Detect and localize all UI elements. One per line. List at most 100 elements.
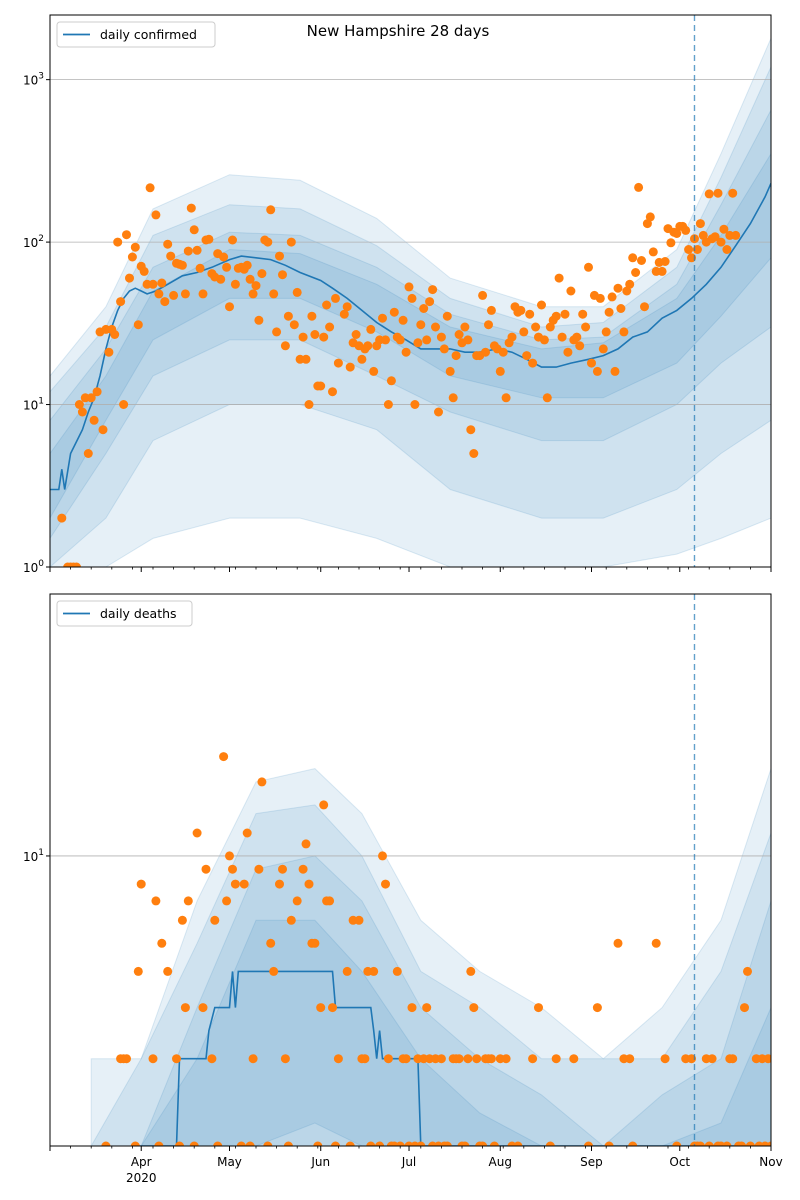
panel-2-observed-point xyxy=(366,1141,376,1146)
panel-2-observed-point xyxy=(613,938,623,948)
panel-1-observed-point xyxy=(251,281,261,291)
panel-1-observed-point xyxy=(628,253,638,263)
panel-1-observed-point xyxy=(557,332,567,342)
panel-1-observed-point xyxy=(731,230,741,240)
panel-1-observed-point xyxy=(386,376,396,386)
panel-2-observed-point xyxy=(660,1054,670,1064)
panel-1-observed-point xyxy=(125,273,134,283)
panel-2-observed-point xyxy=(222,896,232,906)
panel-2-observed-point xyxy=(369,966,379,976)
panel-2-observed-point xyxy=(569,1054,579,1064)
panel-2-observed-point xyxy=(737,1141,747,1146)
panel-2-observed-point xyxy=(466,966,476,976)
panel-2-observed-point xyxy=(298,864,308,874)
panel-1-plot-area xyxy=(50,15,771,567)
panel-2-observed-point xyxy=(266,938,276,948)
panel-1-observed-point xyxy=(631,268,641,277)
panel-1-observed-point xyxy=(587,358,596,368)
panel-1-observed-point xyxy=(481,347,490,357)
panel-1-observed-point xyxy=(381,335,390,345)
panel-1-observed-point xyxy=(83,449,93,458)
panel-1-observed-point xyxy=(634,182,644,192)
panel-1-observed-point xyxy=(478,290,488,300)
panel-1-observed-point xyxy=(710,232,720,242)
panel-1-observed-point xyxy=(280,341,290,351)
panel-2-observed-point xyxy=(651,938,661,948)
panel-2-observed-point xyxy=(378,851,387,861)
panel-1-observed-point xyxy=(716,237,726,247)
panel-1-observed-point xyxy=(648,247,658,257)
panel-1-observed-point xyxy=(242,260,252,270)
panel-1-observed-point xyxy=(539,335,549,345)
panel-1-observed-point xyxy=(528,358,538,368)
panel-1-observed-point xyxy=(428,285,438,295)
panel-2-observed-point xyxy=(395,1141,405,1146)
panel-1-observed-point xyxy=(625,279,635,289)
panel-2-observed-point xyxy=(304,879,314,889)
panel-2-plot-area xyxy=(50,594,771,1146)
panel-1-observed-point xyxy=(298,332,308,342)
panel-1-observed-point xyxy=(666,238,676,248)
panel-1-observed-point xyxy=(266,205,276,215)
panel-1-observed-point xyxy=(687,253,696,263)
panel-2-observed-point xyxy=(219,752,229,762)
panel-2-observed-point xyxy=(584,1141,593,1146)
panel-2-observed-point xyxy=(148,1054,158,1064)
panel-2-xtick-label: Aug xyxy=(489,1155,512,1169)
panel-2-observed-point xyxy=(136,879,146,889)
panel-1-observed-point xyxy=(180,289,190,299)
panel-1-observed-point xyxy=(448,393,458,403)
panel-1-observed-point xyxy=(681,225,691,235)
panel-1-observed-point xyxy=(657,266,667,276)
panel-2-observed-point xyxy=(310,938,320,948)
panel-2-observed-point xyxy=(133,966,143,976)
panel-1-observed-point xyxy=(166,251,176,261)
panel-1-observed-point xyxy=(592,366,602,376)
panel-1-observed-point xyxy=(169,290,179,300)
panel-2-observed-point xyxy=(743,966,752,976)
panel-1-observed-point xyxy=(328,387,337,397)
panel-1-observed-point xyxy=(163,239,173,249)
panel-2-band-1 xyxy=(90,768,771,1146)
panel-1-observed-point xyxy=(484,320,493,330)
panel-2-observed-point xyxy=(301,839,311,849)
panel-2-observed-point xyxy=(269,966,279,976)
panel-2-observed-point xyxy=(486,1054,496,1064)
panel-1-observed-point xyxy=(722,245,732,254)
panel-1-observed-point xyxy=(466,425,476,435)
panel-2-observed-point xyxy=(130,1141,140,1146)
panel-1-observed-point xyxy=(640,302,649,312)
panel-1-observed-point xyxy=(92,387,102,397)
panel-1-observed-point xyxy=(498,347,508,357)
panel-2-observed-point xyxy=(545,1141,555,1146)
panel-2-observed-point xyxy=(695,1141,705,1146)
panel-2-observed-point xyxy=(745,1141,755,1146)
panel-2-legend-box xyxy=(56,600,193,627)
panel-1-observed-point xyxy=(325,322,335,332)
panel-1-observed-point xyxy=(248,289,258,299)
panel-1-observed-point xyxy=(110,330,120,339)
panel-1-observed-point xyxy=(204,234,214,244)
panel-2-observed-point xyxy=(283,1141,293,1146)
panel-1-observed-point xyxy=(695,219,705,229)
panel-1-observed-point xyxy=(254,315,264,325)
panel-2-observed-point xyxy=(236,1141,246,1146)
panel-2-observed-point xyxy=(478,1141,488,1146)
panel-1-observed-point xyxy=(278,270,287,280)
panel-1-observed-point xyxy=(357,354,367,364)
panel-2-observed-point xyxy=(345,1141,355,1146)
panel-2-observed-point xyxy=(228,864,237,874)
panel-1-observed-point xyxy=(413,338,423,348)
panel-2-observed-point xyxy=(625,1054,635,1064)
panel-2-observed-point xyxy=(207,1054,217,1064)
panel-1-observed-point xyxy=(619,327,629,337)
panel-2-observed-point xyxy=(392,966,402,976)
panel-2-band-3 xyxy=(91,855,771,1146)
panel-2-observed-point xyxy=(154,1141,164,1146)
panel-1-observed-point xyxy=(177,260,187,270)
panel-2-observed-point xyxy=(278,864,287,874)
panel-1-observed-point xyxy=(516,305,526,315)
figure-title: New Hampshire 28 days xyxy=(307,22,490,40)
panel-1-observed-point xyxy=(133,320,143,330)
